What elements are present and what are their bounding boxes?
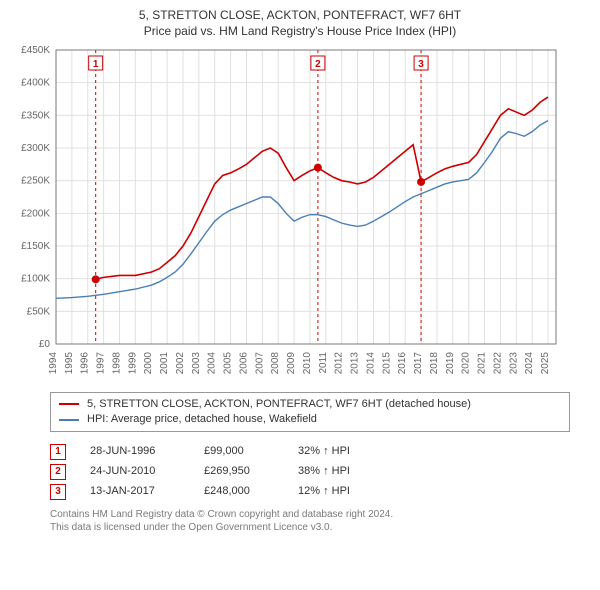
svg-text:2004: 2004 xyxy=(207,351,218,374)
svg-text:2021: 2021 xyxy=(477,351,488,374)
footer-line1: Contains HM Land Registry data © Crown c… xyxy=(50,508,570,521)
svg-text:2025: 2025 xyxy=(540,351,551,374)
svg-text:2000: 2000 xyxy=(143,351,154,374)
svg-text:1998: 1998 xyxy=(111,351,122,374)
chart-container: 5, STRETTON CLOSE, ACKTON, PONTEFRACT, W… xyxy=(0,0,600,590)
legend-row-property: 5, STRETTON CLOSE, ACKTON, PONTEFRACT, W… xyxy=(59,397,561,412)
legend-row-hpi: HPI: Average price, detached house, Wake… xyxy=(59,412,561,427)
svg-text:2009: 2009 xyxy=(286,351,297,374)
sale-delta: 38% ↑ HPI xyxy=(298,462,388,482)
legend: 5, STRETTON CLOSE, ACKTON, PONTEFRACT, W… xyxy=(50,392,570,433)
chart-subtitle: Price paid vs. HM Land Registry's House … xyxy=(10,24,590,38)
svg-text:2024: 2024 xyxy=(524,351,535,374)
svg-text:£100K: £100K xyxy=(21,273,50,284)
sale-date: 24-JUN-2010 xyxy=(90,462,180,482)
legend-label-hpi: HPI: Average price, detached house, Wake… xyxy=(87,412,317,427)
legend-swatch-hpi xyxy=(59,419,79,421)
sales-table: 1 28-JUN-1996 £99,000 32% ↑ HPI 2 24-JUN-2010… xyxy=(50,442,570,501)
sale-date: 13-JAN-2017 xyxy=(90,482,180,502)
svg-text:2022: 2022 xyxy=(492,351,503,374)
svg-text:2001: 2001 xyxy=(159,351,170,374)
svg-text:2: 2 xyxy=(315,59,321,70)
svg-text:£250K: £250K xyxy=(21,175,50,186)
svg-text:2023: 2023 xyxy=(508,351,519,374)
sale-price: £248,000 xyxy=(204,482,274,502)
sales-row: 1 28-JUN-1996 £99,000 32% ↑ HPI xyxy=(50,442,570,462)
svg-text:2008: 2008 xyxy=(270,351,281,374)
chart-title: 5, STRETTON CLOSE, ACKTON, PONTEFRACT, W… xyxy=(10,8,590,24)
svg-text:2017: 2017 xyxy=(413,351,424,374)
svg-text:2020: 2020 xyxy=(461,351,472,374)
svg-text:3: 3 xyxy=(418,59,424,70)
svg-text:1999: 1999 xyxy=(127,351,138,374)
sale-price: £269,950 xyxy=(204,462,274,482)
svg-text:2006: 2006 xyxy=(238,351,249,374)
svg-text:2019: 2019 xyxy=(445,351,456,374)
svg-text:2007: 2007 xyxy=(254,351,265,374)
svg-text:2010: 2010 xyxy=(302,351,313,374)
svg-text:2011: 2011 xyxy=(318,351,329,373)
sale-delta: 12% ↑ HPI xyxy=(298,482,388,502)
svg-text:2002: 2002 xyxy=(175,351,186,374)
svg-text:1994: 1994 xyxy=(48,351,59,374)
svg-text:1996: 1996 xyxy=(80,351,91,374)
sale-delta: 32% ↑ HPI xyxy=(298,442,388,462)
sale-price: £99,000 xyxy=(204,442,274,462)
footer: Contains HM Land Registry data © Crown c… xyxy=(50,508,570,534)
svg-text:£450K: £450K xyxy=(21,45,50,56)
svg-text:2005: 2005 xyxy=(223,351,234,374)
svg-text:£350K: £350K xyxy=(21,110,50,121)
svg-text:1997: 1997 xyxy=(96,351,107,374)
svg-text:1995: 1995 xyxy=(64,351,75,374)
svg-text:2013: 2013 xyxy=(350,351,361,374)
chart-svg: £0 £50K £100K £150K £200K £250K £300K £350K £400… xyxy=(10,44,570,384)
sale-marker: 1 xyxy=(50,444,66,460)
svg-text:2014: 2014 xyxy=(365,351,376,374)
sales-row: 2 24-JUN-2010 £269,950 38% ↑ HPI xyxy=(50,462,570,482)
svg-text:£0: £0 xyxy=(39,339,51,350)
legend-swatch-property xyxy=(59,403,79,405)
footer-line2: This data is licensed under the Open Gov… xyxy=(50,521,570,534)
sale-marker: 2 xyxy=(50,464,66,480)
legend-label-property: 5, STRETTON CLOSE, ACKTON, PONTEFRACT, W… xyxy=(87,397,471,412)
sales-row: 3 13-JAN-2017 £248,000 12% ↑ HPI xyxy=(50,482,570,502)
svg-text:£200K: £200K xyxy=(21,208,50,219)
chart-plot: £0 £50K £100K £150K £200K £250K £300K £350K £400… xyxy=(10,44,590,384)
svg-text:£300K: £300K xyxy=(21,143,50,154)
svg-text:2016: 2016 xyxy=(397,351,408,374)
sale-marker: 3 xyxy=(50,484,66,500)
svg-text:2012: 2012 xyxy=(334,351,345,374)
svg-text:2015: 2015 xyxy=(381,351,392,374)
svg-text:2018: 2018 xyxy=(429,351,440,374)
sale-date: 28-JUN-1996 xyxy=(90,442,180,462)
svg-text:1: 1 xyxy=(93,59,99,70)
svg-text:£400K: £400K xyxy=(21,77,50,88)
svg-text:2003: 2003 xyxy=(191,351,202,374)
svg-text:£50K: £50K xyxy=(27,306,51,317)
svg-text:£150K: £150K xyxy=(21,241,50,252)
